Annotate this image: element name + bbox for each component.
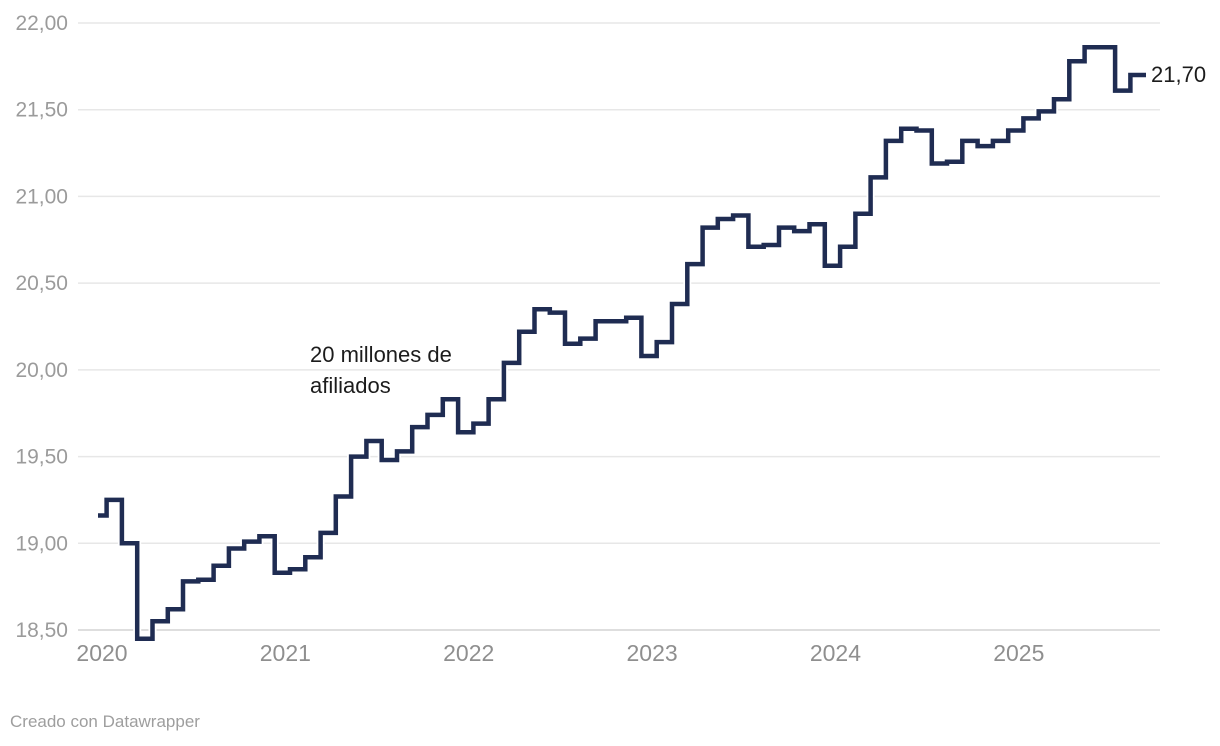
- datawrapper-credit: Creado con Datawrapper: [10, 712, 200, 731]
- y-axis-tick-label: 20,00: [15, 359, 68, 382]
- affiliates-step-line: [98, 45, 1146, 641]
- y-axis-tick-label: 22,00: [15, 12, 68, 35]
- chart-annotation: 20 millones de afiliados: [310, 339, 452, 401]
- y-axis-tick-label: 18,50: [15, 619, 68, 642]
- y-axis-tick-label: 21,00: [15, 185, 68, 208]
- annotation-line-2: afiliados: [310, 373, 391, 398]
- y-axis-tick-label: 19,50: [15, 446, 68, 469]
- x-axis-year-label: 2020: [76, 640, 127, 666]
- x-axis-year-label: 2022: [443, 640, 494, 666]
- x-axis-year-label: 2021: [260, 640, 311, 666]
- line-halo: [98, 43, 1146, 643]
- y-axis-tick-label: 19,00: [15, 532, 68, 555]
- x-axis-year-label: 2024: [810, 640, 861, 666]
- y-axis-tick-label: 21,50: [15, 99, 68, 122]
- x-axis-year-label: 2025: [993, 640, 1044, 666]
- y-axis-tick-label: 20,50: [15, 272, 68, 295]
- latest-value-label: 21,70: [1151, 62, 1207, 87]
- x-axis-year-label: 2023: [626, 640, 677, 666]
- annotation-line-1: 20 millones de: [310, 342, 452, 367]
